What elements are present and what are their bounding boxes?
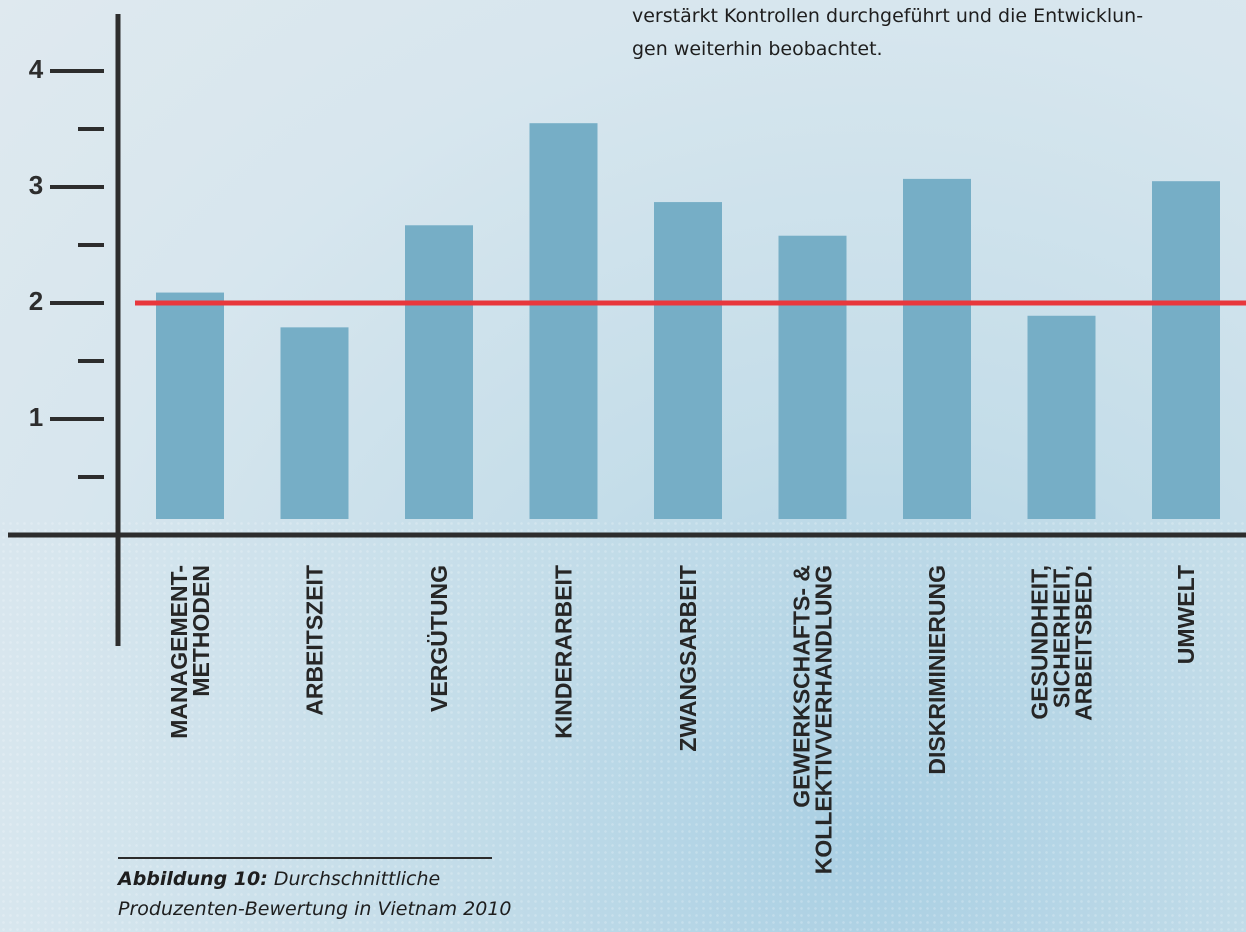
bar-7 <box>903 178 971 519</box>
caption-label: Abbildung 10: <box>118 868 268 890</box>
tick-label-1: 1 <box>29 402 43 432</box>
major-tick-2 <box>50 301 104 305</box>
category-label-line: ARBEITSZEIT <box>302 565 328 716</box>
category-label-line: METHODEN <box>188 565 214 697</box>
bar-8 <box>1027 315 1096 519</box>
caption-rule <box>118 857 492 859</box>
tick-label-4: 4 <box>29 54 44 84</box>
category-label-line: VERGÜTUNG <box>426 565 452 712</box>
minor-tick-3 <box>78 243 104 247</box>
fabric-texture <box>0 520 1246 932</box>
category-label-line: GESUNDHEIT, <box>1027 565 1053 720</box>
category-label-2: ARBEITSZEIT <box>302 565 328 716</box>
category-label-line: MANAGEMENT- <box>166 565 192 739</box>
category-label-line: GEWERKSCHAFTS- & <box>789 565 815 808</box>
category-label-line: ARBEITSBED. <box>1071 565 1097 721</box>
bar-9 <box>1152 181 1220 519</box>
minor-tick-2 <box>78 359 104 363</box>
category-label-4: KINDERARBEIT <box>551 565 577 739</box>
category-label-1: MANAGEMENT-METHODEN <box>166 565 214 739</box>
category-label-8: GESUNDHEIT,SICHERHEIT,ARBEITSBED. <box>1027 565 1097 721</box>
minor-tick-4 <box>78 127 104 131</box>
bar-6 <box>778 235 847 519</box>
bar-3 <box>405 225 473 519</box>
major-tick-4 <box>50 69 104 73</box>
category-label-line: UMWELT <box>1173 565 1199 664</box>
category-label-6: GEWERKSCHAFTS- &KOLLEKTIVVERHANDLUNG <box>789 565 837 874</box>
category-label-3: VERGÜTUNG <box>426 565 452 712</box>
x-axis <box>8 532 1246 538</box>
category-label-line: ZWANGSARBEIT <box>675 565 701 752</box>
tick-label-3: 3 <box>29 170 43 200</box>
major-tick-3 <box>50 185 104 189</box>
bar-1 <box>156 292 224 519</box>
category-label-9: UMWELT <box>1173 565 1199 664</box>
bar-2 <box>280 327 349 519</box>
reference-line <box>135 300 1246 306</box>
category-label-line: KINDERARBEIT <box>551 565 577 739</box>
intro-text: verstärkt Kontrollen durchgeführt und di… <box>632 5 1144 60</box>
bar-4 <box>529 123 598 519</box>
minor-tick-1 <box>78 475 104 479</box>
category-label-7: DISKRIMINIERUNG <box>924 565 950 775</box>
figure-caption: Abbildung 10: Durchschnittliche Produzen… <box>118 864 518 924</box>
category-label-line: SICHERHEIT, <box>1049 565 1075 708</box>
major-tick-1 <box>50 417 104 421</box>
category-label-line: DISKRIMINIERUNG <box>924 565 950 775</box>
bar-5 <box>654 202 722 519</box>
tick-label-2: 2 <box>29 286 43 316</box>
caption-text: Durchschnittliche Produzenten-Bewertung … <box>118 868 512 920</box>
category-label-line: KOLLEKTIVVERHANDLUNG <box>811 565 837 874</box>
category-label-5: ZWANGSARBEIT <box>675 565 701 752</box>
y-axis <box>115 14 121 646</box>
